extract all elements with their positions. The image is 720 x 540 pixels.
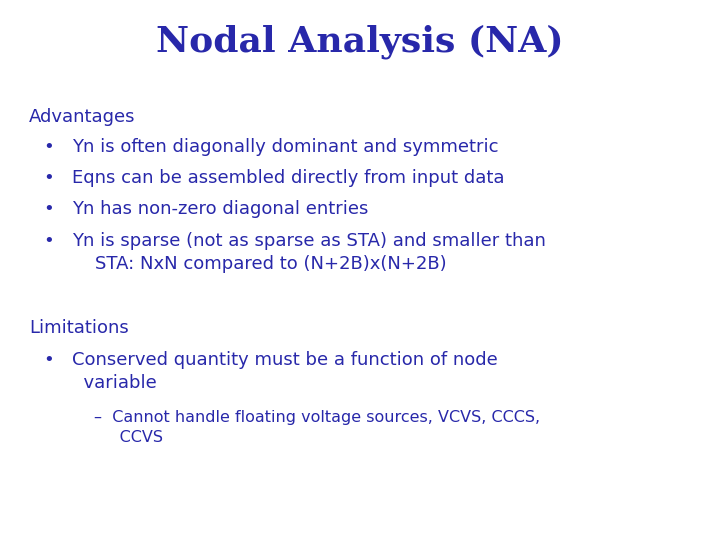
Text: Yn is sparse (not as sparse as STA) and smaller than
    STA: NxN compared to (N: Yn is sparse (not as sparse as STA) and … <box>72 232 546 273</box>
Text: Eqns can be assembled directly from input data: Eqns can be assembled directly from inpu… <box>72 169 505 187</box>
Text: Yn has non-zero diagonal entries: Yn has non-zero diagonal entries <box>72 200 369 218</box>
Text: •: • <box>43 200 54 218</box>
Text: •: • <box>43 232 54 249</box>
Text: Conserved quantity must be a function of node
  variable: Conserved quantity must be a function of… <box>72 351 498 392</box>
Text: •: • <box>43 169 54 187</box>
Text: •: • <box>43 351 54 369</box>
Text: Yn is often diagonally dominant and symmetric: Yn is often diagonally dominant and symm… <box>72 138 498 156</box>
Text: Limitations: Limitations <box>29 319 129 336</box>
Text: Nodal Analysis (NA): Nodal Analysis (NA) <box>156 24 564 59</box>
Text: –  Cannot handle floating voltage sources, VCVS, CCCS,
     CCVS: – Cannot handle floating voltage sources… <box>94 410 540 444</box>
Text: Advantages: Advantages <box>29 108 135 126</box>
Text: •: • <box>43 138 54 156</box>
